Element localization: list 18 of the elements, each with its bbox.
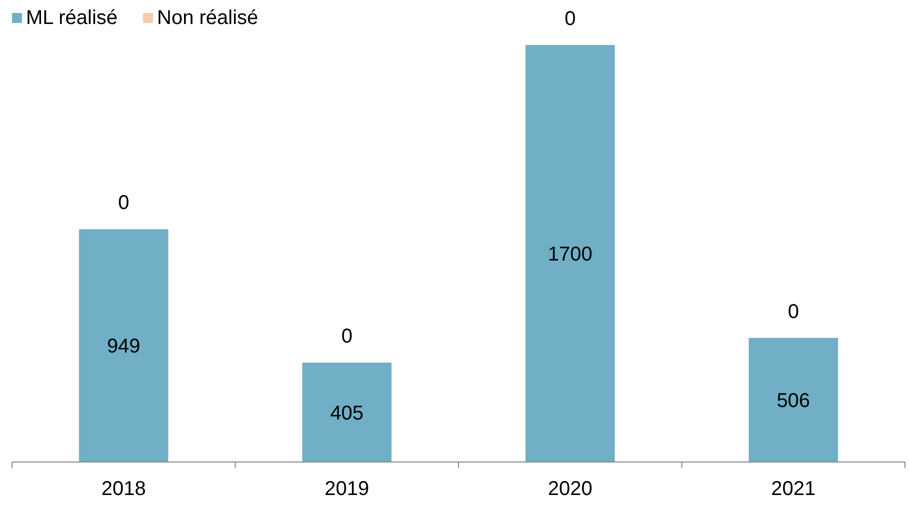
data-label: 0 — [118, 192, 130, 214]
x-tick-label: 2018 — [101, 478, 146, 500]
data-label: 506 — [776, 390, 810, 412]
data-label: 1700 — [548, 244, 592, 266]
bar — [525, 45, 615, 462]
data-label: 0 — [788, 300, 799, 323]
x-tick-label: 2020 — [548, 478, 592, 500]
data-label: 0 — [341, 326, 352, 348]
legend-label: ML réalisé — [26, 7, 118, 29]
x-tick-label: 2019 — [324, 478, 370, 500]
x-tick-label: 2021 — [771, 478, 816, 500]
bar — [302, 362, 392, 462]
bar — [78, 229, 168, 462]
data-label: 405 — [330, 402, 364, 424]
legend-label: Non réalisé — [157, 7, 258, 29]
data-label: 0 — [564, 8, 576, 30]
data-label: 949 — [106, 336, 140, 358]
bar — [748, 338, 838, 462]
